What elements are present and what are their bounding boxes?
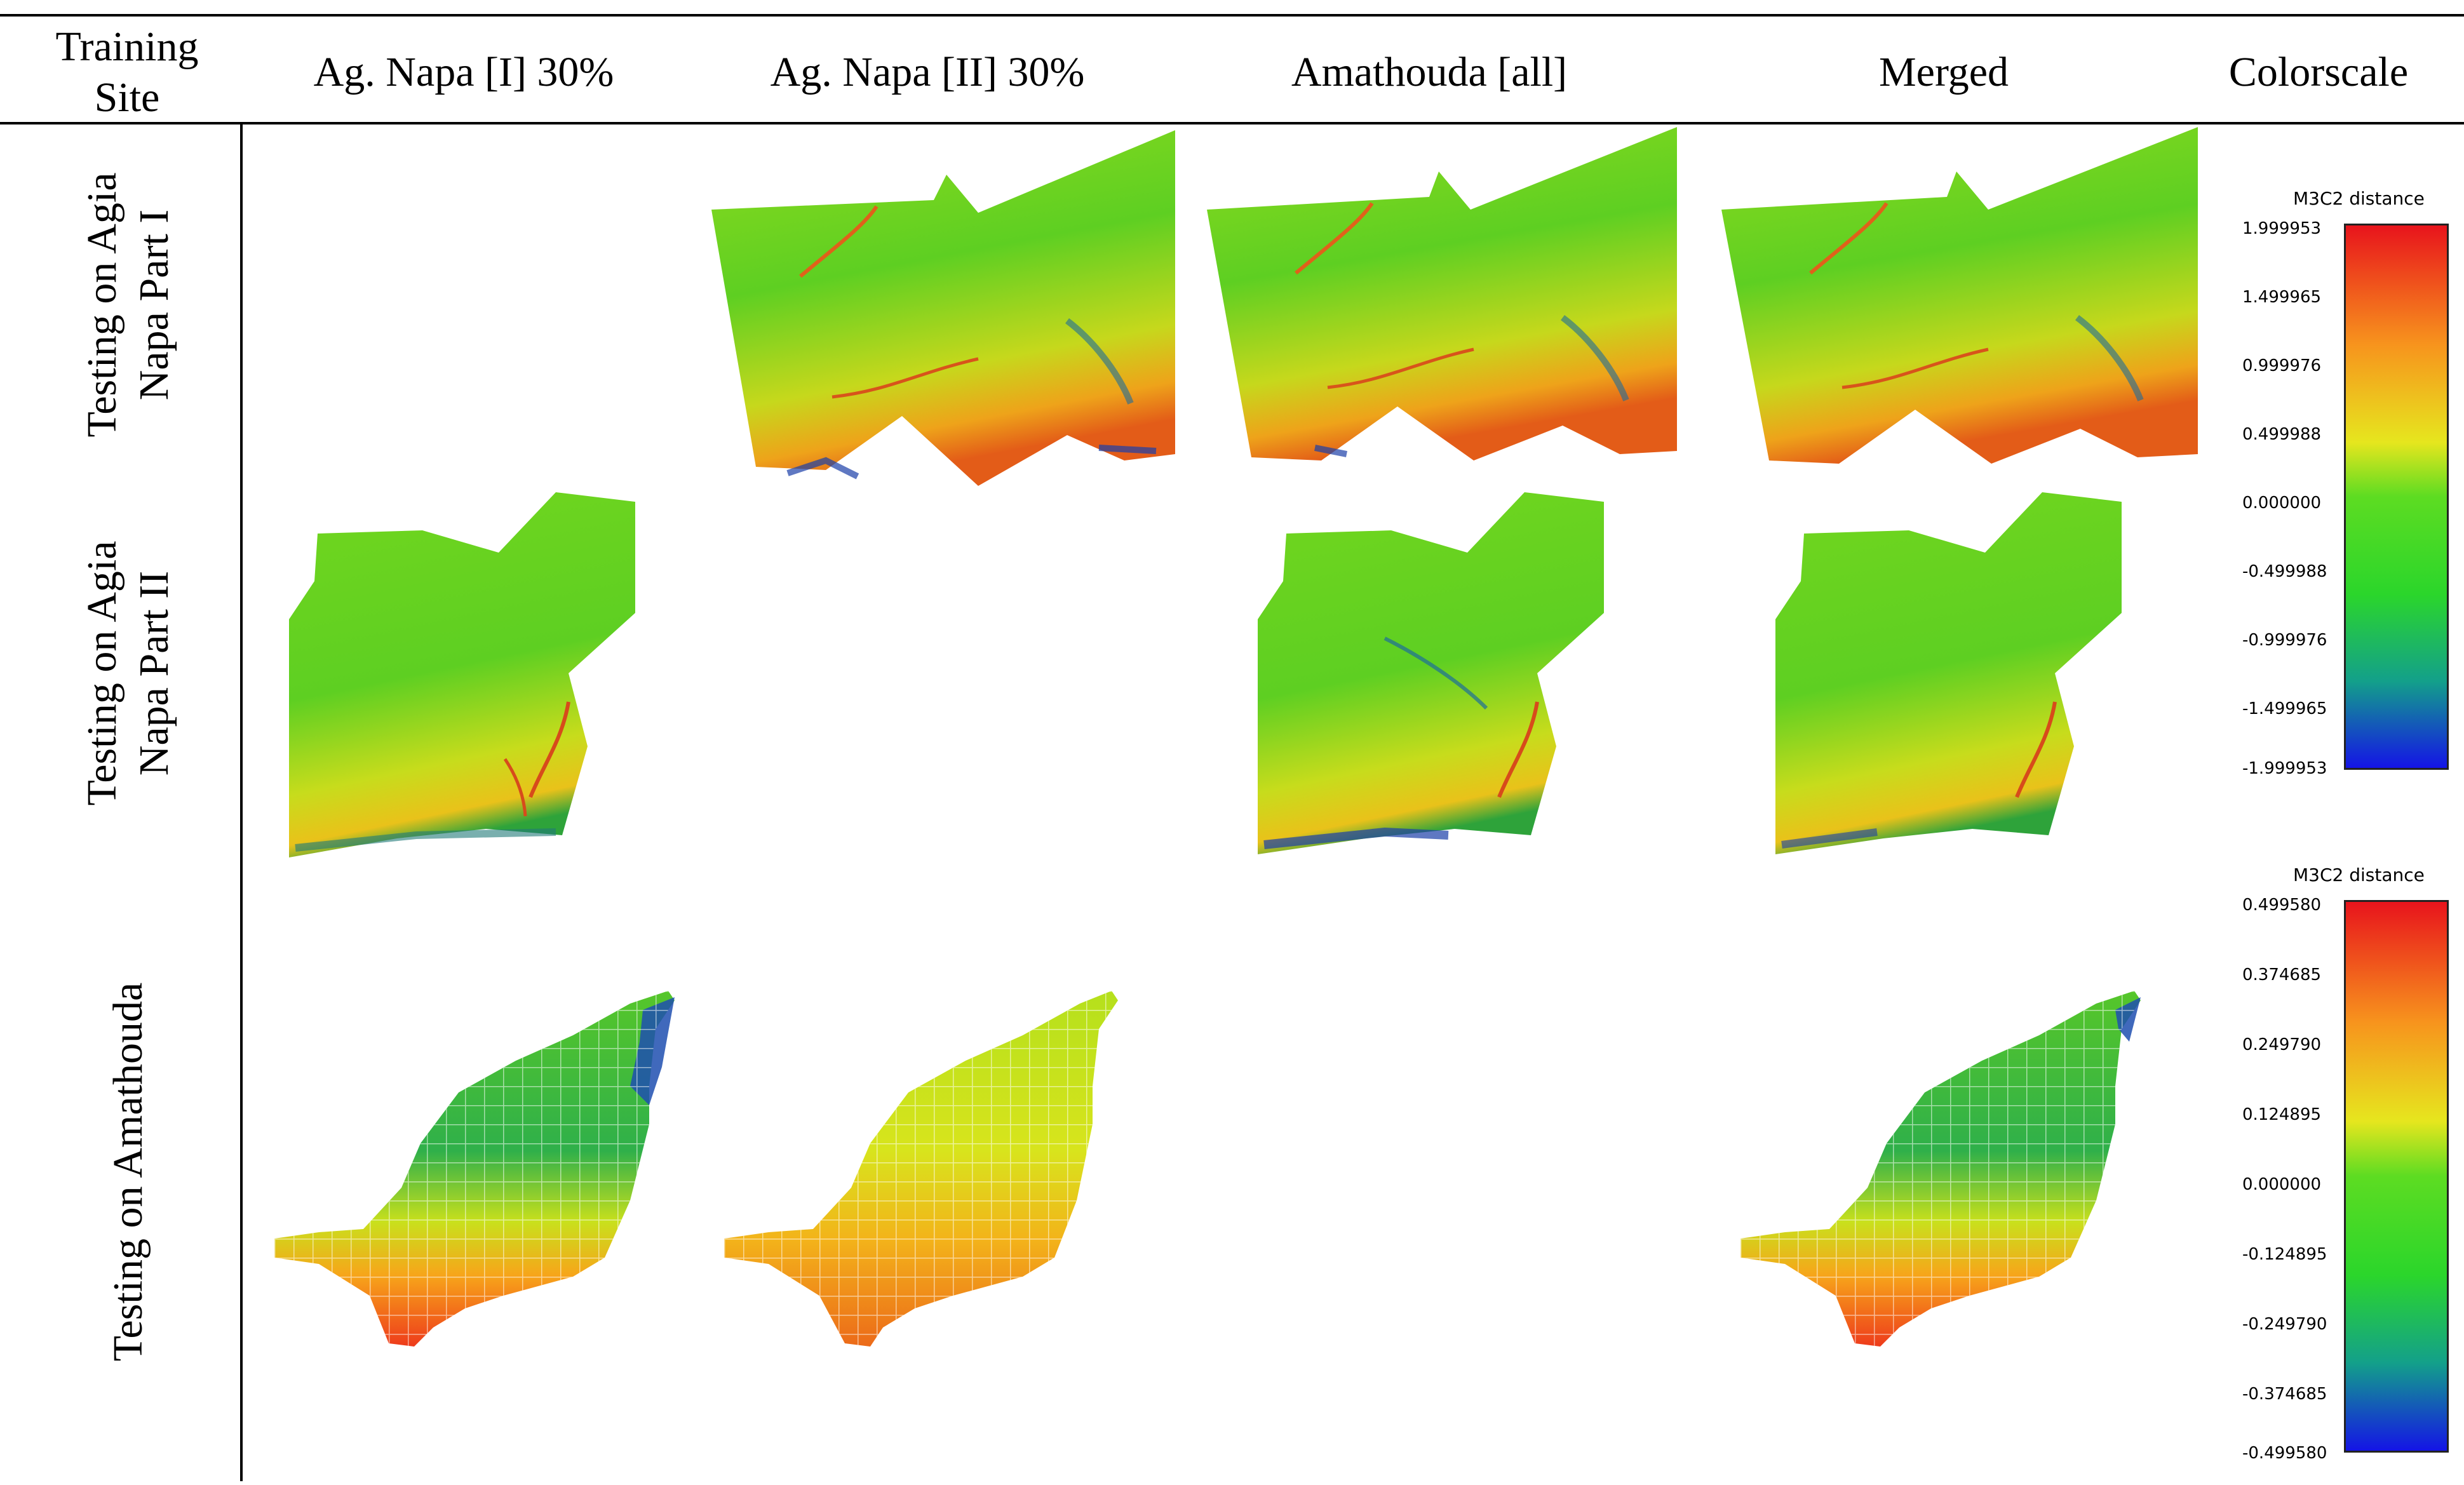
colorscale-2-tick: 0.374685 [2242, 965, 2322, 984]
map-napa1-trained-agnapa2 [711, 130, 1175, 492]
colorscale-1-tick: -0.499988 [2242, 562, 2327, 581]
table-top-rule [0, 14, 2464, 17]
colorscale-1-tick: 1.999953 [2242, 219, 2322, 238]
header-merged: Merged [1878, 49, 2009, 95]
map-napa2-trained-amathouda [1258, 492, 1607, 857]
header-agnapa-1: Ag. Napa [I] 30% [313, 49, 614, 95]
colorscale-1-tick: 0.999976 [2242, 356, 2322, 375]
map-napa1-trained-amathouda [1207, 127, 1677, 470]
row-label-agia-napa-2: Testing on Agia Napa Part II [76, 541, 180, 805]
colorscale-2-tick: 0.124895 [2242, 1105, 2322, 1124]
row2-line1: Testing on Agia [79, 541, 125, 806]
row-label-divider [240, 122, 243, 1481]
map-napa2-trained-agnapa1 [289, 492, 638, 861]
header-training-site: Training Site [25, 22, 229, 123]
header-training-line1: Training [55, 24, 199, 70]
table-header-rule [0, 122, 2464, 124]
colorscale-2-tick: -0.374685 [2242, 1385, 2327, 1404]
colorscale-1-tick: 1.499965 [2242, 288, 2322, 307]
colorscale-1-tick: -0.999976 [2242, 631, 2327, 650]
map-napa2-merged [1775, 492, 2125, 857]
colorscale-1-tick: -1.499965 [2242, 699, 2327, 718]
colorscale-1-tick: -1.999953 [2242, 759, 2327, 778]
row2-line2: Napa Part II [131, 570, 177, 776]
colorscale-1-tick: 0.000000 [2242, 494, 2322, 513]
colorscale-2-tick: 0.249790 [2242, 1035, 2322, 1054]
header-agnapa-2: Ag. Napa [II] 30% [770, 49, 1085, 95]
colorscale-2-tick: -0.499580 [2242, 1444, 2327, 1463]
header-training-line2: Site [94, 74, 160, 121]
header-amathouda: Amathouda [all] [1291, 49, 1568, 95]
row-label-agia-napa-1: Testing on Agia Napa Part I [76, 172, 180, 437]
colorscale-2-title: M3C2 distance [2293, 864, 2425, 885]
row1-line2: Napa Part I [131, 209, 177, 401]
row-label-amathouda: Testing on Amathouda [102, 983, 154, 1362]
colorscale-2: M3C2 distance 0.499580 0.374685 0.249790… [2223, 861, 2458, 1470]
colorscale-2-tick: -0.249790 [2242, 1315, 2327, 1334]
row3-line1: Testing on Amathouda [105, 982, 151, 1362]
map-amathouda-trained-agnapa1 [274, 991, 681, 1347]
colorscale-1-tick: 0.499988 [2242, 425, 2322, 444]
header-colorscale: Colorscale [2228, 49, 2409, 95]
colorscale-2-tick: 0.499580 [2242, 896, 2322, 915]
colorscale-1: M3C2 distance 1.999953 1.499965 0.999976… [2223, 184, 2458, 788]
colorscale-2-tick: 0.000000 [2242, 1175, 2322, 1194]
map-amathouda-trained-agnapa2 [724, 991, 1131, 1347]
colorscale-1-title: M3C2 distance [2293, 188, 2425, 209]
colorscale-2-bar [2344, 900, 2449, 1453]
colorscale-2-tick: -0.124895 [2242, 1245, 2327, 1264]
colorscale-1-bar [2344, 224, 2449, 770]
map-amathouda-merged [1740, 991, 2147, 1347]
row1-line1: Testing on Agia [79, 172, 125, 438]
map-napa1-merged [1721, 127, 2198, 473]
